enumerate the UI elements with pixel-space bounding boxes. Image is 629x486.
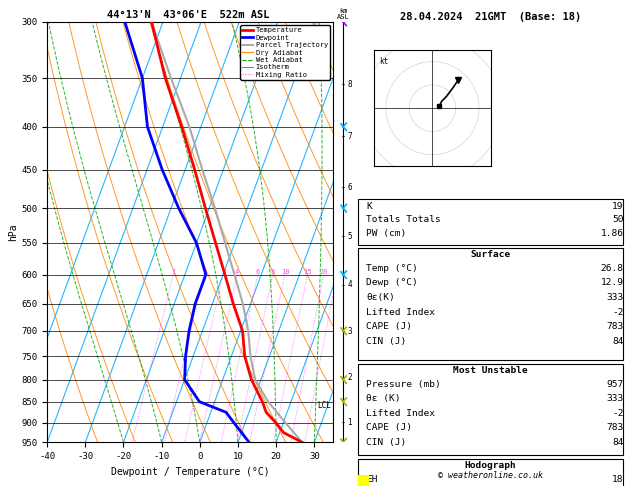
Text: CIN (J): CIN (J) — [366, 337, 406, 346]
Text: 1: 1 — [347, 417, 352, 427]
Text: Lifted Index: Lifted Index — [366, 308, 435, 317]
Text: 28.04.2024  21GMT  (Base: 18): 28.04.2024 21GMT (Base: 18) — [400, 12, 581, 22]
Text: Temp (°C): Temp (°C) — [366, 264, 418, 273]
Text: Dewp (°C): Dewp (°C) — [366, 278, 418, 288]
Text: 8: 8 — [347, 80, 352, 89]
Text: 3: 3 — [221, 269, 225, 275]
Text: EH: EH — [366, 475, 377, 484]
Bar — [358, 199, 623, 245]
Text: K: K — [366, 202, 372, 211]
Text: 50: 50 — [612, 215, 623, 225]
Text: θε(K): θε(K) — [366, 293, 395, 302]
Bar — [358, 475, 369, 486]
Text: 19: 19 — [612, 202, 623, 211]
Text: 2: 2 — [202, 269, 206, 275]
Text: CIN (J): CIN (J) — [366, 438, 406, 447]
Text: 26.8: 26.8 — [601, 264, 623, 273]
Text: 6: 6 — [347, 183, 352, 191]
Text: 957: 957 — [606, 380, 623, 389]
Text: Lifted Index: Lifted Index — [366, 409, 435, 418]
Text: Surface: Surface — [470, 250, 511, 260]
Text: 10: 10 — [281, 269, 289, 275]
Text: 333: 333 — [606, 293, 623, 302]
Text: 783: 783 — [606, 322, 623, 331]
Text: θε (K): θε (K) — [366, 394, 401, 403]
X-axis label: Dewpoint / Temperature (°C): Dewpoint / Temperature (°C) — [111, 467, 270, 477]
Text: 84: 84 — [612, 438, 623, 447]
Text: 6: 6 — [256, 269, 260, 275]
Text: Most Unstable: Most Unstable — [454, 366, 528, 375]
Text: 2: 2 — [347, 373, 352, 382]
Text: 4: 4 — [347, 280, 352, 289]
Text: 333: 333 — [606, 394, 623, 403]
Bar — [358, 364, 623, 455]
Text: 8: 8 — [271, 269, 275, 275]
Text: 15: 15 — [303, 269, 312, 275]
Text: -2: -2 — [612, 308, 623, 317]
Text: 20: 20 — [320, 269, 328, 275]
Text: 4: 4 — [235, 269, 240, 275]
Text: 783: 783 — [606, 423, 623, 433]
Text: Pressure (mb): Pressure (mb) — [366, 380, 441, 389]
Text: 3: 3 — [347, 327, 352, 336]
Text: 18: 18 — [612, 475, 623, 484]
Bar — [358, 248, 623, 360]
Text: km
ASL: km ASL — [337, 8, 350, 20]
Text: 5: 5 — [347, 232, 352, 241]
Text: 12.9: 12.9 — [601, 278, 623, 288]
Text: 1.86: 1.86 — [601, 229, 623, 238]
Text: 44°13'N  43°06'E  522m ASL: 44°13'N 43°06'E 522m ASL — [108, 10, 270, 20]
Text: 7: 7 — [347, 132, 352, 141]
Legend: Temperature, Dewpoint, Parcel Trajectory, Dry Adiabat, Wet Adiabat, Isotherm, Mi: Temperature, Dewpoint, Parcel Trajectory… — [240, 25, 330, 80]
Text: kt: kt — [379, 57, 388, 66]
Y-axis label: hPa: hPa — [9, 223, 18, 241]
Text: Hodograph: Hodograph — [465, 461, 516, 470]
Text: -2: -2 — [612, 409, 623, 418]
Text: CAPE (J): CAPE (J) — [366, 322, 412, 331]
Text: 84: 84 — [612, 337, 623, 346]
Text: 1: 1 — [171, 269, 175, 275]
Text: Totals Totals: Totals Totals — [366, 215, 441, 225]
Bar — [358, 459, 623, 486]
Text: © weatheronline.co.uk: © weatheronline.co.uk — [438, 471, 543, 480]
Text: CAPE (J): CAPE (J) — [366, 423, 412, 433]
Text: PW (cm): PW (cm) — [366, 229, 406, 238]
Text: LCL: LCL — [318, 401, 331, 411]
